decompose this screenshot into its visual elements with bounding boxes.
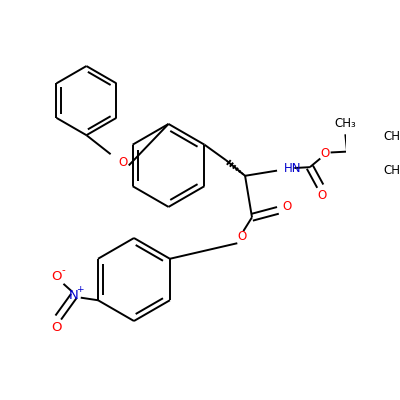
Text: CH₃: CH₃ (383, 130, 400, 142)
Text: O: O (237, 230, 246, 243)
Text: HN: HN (284, 162, 302, 175)
Text: +: + (76, 285, 84, 294)
Text: O: O (118, 156, 127, 169)
Text: -: - (62, 265, 65, 275)
Text: CH₃: CH₃ (334, 118, 356, 130)
Text: O: O (321, 147, 330, 160)
Text: CH₃: CH₃ (383, 164, 400, 177)
Text: N: N (69, 290, 79, 302)
Text: O: O (51, 322, 62, 334)
Text: O: O (317, 189, 327, 202)
Text: O: O (51, 270, 62, 284)
Text: O: O (282, 200, 291, 214)
